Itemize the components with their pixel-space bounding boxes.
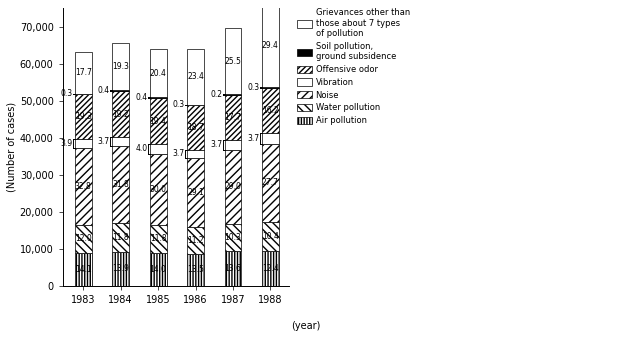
Text: 4.0: 4.0 (136, 144, 147, 153)
Text: 12.0: 12.0 (75, 235, 92, 243)
Bar (150, 49, 167, 97)
Bar (112, 137, 129, 146)
Bar (150, 225, 167, 253)
Bar (225, 94, 241, 95)
Text: 11.8: 11.8 (150, 234, 167, 243)
Text: 0.2: 0.2 (210, 90, 222, 99)
Text: 23.4: 23.4 (187, 72, 204, 81)
Bar (187, 158, 204, 227)
Text: 19.3: 19.3 (112, 62, 129, 71)
Bar (112, 43, 129, 90)
Text: 3.7: 3.7 (248, 134, 260, 143)
Bar (225, 150, 241, 224)
Bar (225, 28, 241, 94)
Bar (262, 133, 279, 144)
Text: 11.8: 11.8 (112, 233, 129, 242)
Text: 20.4: 20.4 (150, 68, 167, 77)
Text: (year): (year) (291, 321, 321, 331)
Bar (262, 88, 279, 133)
Bar (150, 154, 167, 225)
Bar (262, 144, 279, 222)
Bar (262, 4, 279, 87)
Text: 19.2: 19.2 (112, 110, 129, 119)
Text: 31.8: 31.8 (112, 180, 129, 189)
Bar (150, 98, 167, 144)
Text: 3.7: 3.7 (173, 150, 185, 159)
Bar (75, 94, 92, 139)
Bar (187, 105, 204, 150)
Text: 29.4: 29.4 (262, 41, 279, 50)
Bar (187, 254, 204, 286)
Bar (187, 49, 204, 104)
Text: 0.3: 0.3 (248, 83, 260, 92)
Bar (225, 140, 241, 150)
Text: 12.4: 12.4 (262, 264, 279, 273)
Bar (112, 252, 129, 286)
Bar (187, 104, 204, 105)
Text: 0.3: 0.3 (173, 100, 185, 109)
Bar (187, 150, 204, 158)
Bar (75, 52, 92, 94)
Text: 29.0: 29.0 (225, 183, 241, 192)
Text: 11.2: 11.2 (187, 236, 204, 245)
Bar (262, 251, 279, 286)
Bar (262, 222, 279, 251)
Text: 27.7: 27.7 (262, 178, 279, 187)
Bar (112, 146, 129, 223)
Bar (75, 139, 92, 149)
Bar (225, 224, 241, 251)
Text: 3.9: 3.9 (61, 139, 72, 149)
Bar (112, 223, 129, 252)
Text: 17.7: 17.7 (225, 113, 241, 122)
Bar (150, 97, 167, 98)
Text: 13.9: 13.9 (112, 264, 129, 273)
Text: 0.4: 0.4 (98, 86, 110, 95)
Bar (75, 149, 92, 225)
Bar (112, 91, 129, 137)
Text: 19.4: 19.4 (150, 117, 167, 126)
Text: 19.3: 19.3 (75, 112, 92, 121)
Text: 32.8: 32.8 (75, 182, 92, 191)
Text: 3.7: 3.7 (210, 141, 222, 150)
Bar (75, 253, 92, 286)
Bar (262, 87, 279, 88)
Bar (187, 227, 204, 254)
Text: 10.4: 10.4 (262, 232, 279, 241)
Text: 3.7: 3.7 (98, 137, 110, 146)
Text: 14.0: 14.0 (150, 265, 167, 274)
Bar (150, 253, 167, 286)
Text: 17.7: 17.7 (75, 68, 92, 77)
Text: 13.5: 13.5 (187, 265, 204, 274)
Text: 18.7: 18.7 (187, 123, 204, 132)
Text: 10.3: 10.3 (225, 233, 241, 242)
Text: 14.1: 14.1 (75, 265, 92, 274)
Text: 29.1: 29.1 (187, 188, 204, 197)
Bar (225, 95, 241, 140)
Legend: Grievances other than
those about 7 types
of pollution, Soil pollution,
ground s: Grievances other than those about 7 type… (295, 7, 412, 127)
Bar (75, 225, 92, 253)
Bar (225, 251, 241, 286)
Text: 30.0: 30.0 (150, 185, 167, 194)
Y-axis label: (Number of cases): (Number of cases) (7, 102, 17, 192)
Text: 25.5: 25.5 (225, 57, 241, 66)
Text: 0.3: 0.3 (61, 90, 72, 99)
Text: 0.4: 0.4 (136, 93, 147, 102)
Text: 13.6: 13.6 (225, 264, 241, 273)
Bar (112, 90, 129, 91)
Text: 16.2: 16.2 (262, 106, 279, 115)
Bar (150, 144, 167, 154)
